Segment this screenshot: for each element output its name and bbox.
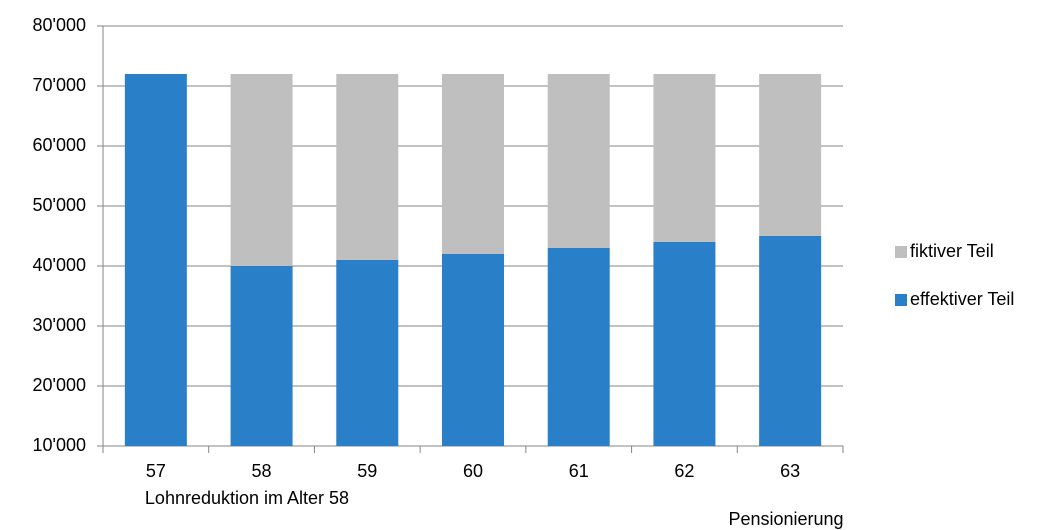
x-tick-label: 59 <box>357 461 377 481</box>
bar-segment <box>124 74 187 446</box>
bar-segment <box>442 74 504 254</box>
legend-label: fiktiver Teil <box>910 241 994 261</box>
bar-segment <box>759 74 822 236</box>
bar-segment <box>336 260 399 446</box>
x-tick-label: 57 <box>146 461 166 481</box>
bar-segment <box>653 242 716 446</box>
bar-segment <box>547 248 610 446</box>
annotation: Pensionierung <box>728 509 843 529</box>
y-tick-label: 70'000 <box>33 75 87 95</box>
legend-swatch <box>895 294 907 306</box>
bar-segment <box>759 236 822 446</box>
bar-segment <box>230 266 293 446</box>
x-tick-label: 62 <box>674 461 694 481</box>
y-tick-label: 80'000 <box>33 15 87 35</box>
x-tick-label: 63 <box>780 461 800 481</box>
y-tick-label: 20'000 <box>33 375 87 395</box>
x-tick-label: 60 <box>463 461 483 481</box>
y-tick-label: 50'000 <box>33 195 87 215</box>
y-tick-label: 10'000 <box>33 435 87 455</box>
bar-segment <box>442 254 504 446</box>
bar-segment <box>336 74 399 260</box>
legend-label: effektiver Teil <box>910 289 1014 309</box>
annotation: Lohnreduktion im Alter 58 <box>145 488 349 508</box>
legend-swatch <box>895 246 907 258</box>
y-tick-label: 30'000 <box>33 315 87 335</box>
bar-segment <box>653 74 716 242</box>
x-tick-label: 58 <box>252 461 272 481</box>
bar-segment <box>547 74 610 248</box>
y-tick-label: 60'000 <box>33 135 87 155</box>
x-tick-label: 61 <box>569 461 589 481</box>
y-tick-label: 40'000 <box>33 255 87 275</box>
bar-segment <box>230 74 293 266</box>
